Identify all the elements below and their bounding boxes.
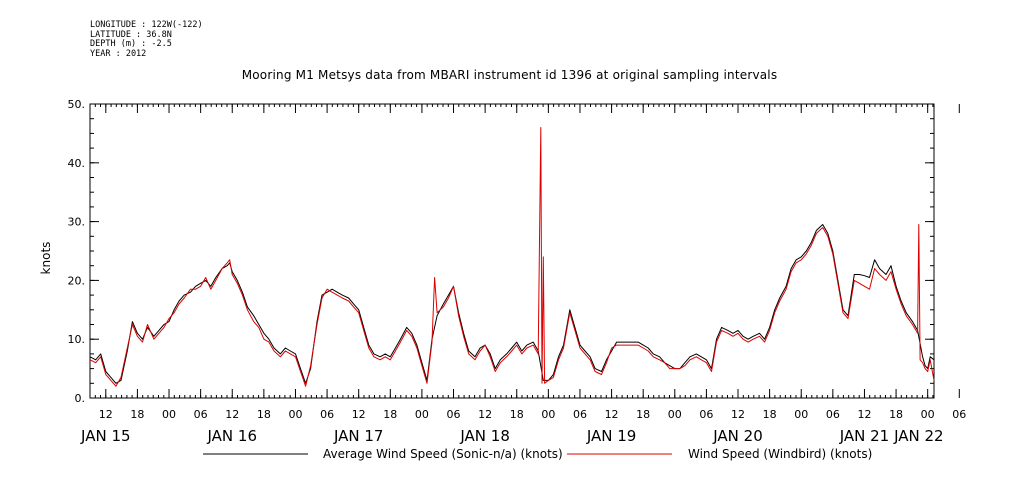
x-hour-label: 12 <box>478 408 492 421</box>
minor-ticks <box>89 103 934 399</box>
x-day-label: JAN 20 <box>712 427 763 445</box>
metadata-block: LONGITUDE : 122W(-122) LATITUDE : 36.8N … <box>90 20 203 59</box>
legend-label-windbird: Wind Speed (Windbird) (knots) <box>688 447 872 461</box>
x-hour-label: 00 <box>794 408 808 421</box>
x-hour-label: 12 <box>731 408 745 421</box>
x-day-label: JAN 17 <box>333 427 384 445</box>
series-windbird-wind-speed <box>89 127 935 387</box>
x-hour-label: 12 <box>857 408 871 421</box>
x-hour-label: 18 <box>889 408 903 421</box>
x-hour-label: 00 <box>921 408 935 421</box>
x-hour-label: 00 <box>288 408 302 421</box>
meta-depth: DEPTH (m) : -2.5 <box>90 39 172 50</box>
x-hour-label: 06 <box>826 408 840 421</box>
meta-longitude: LONGITUDE : 122W(-122) <box>90 20 203 30</box>
y-tick-label: 40. <box>68 157 86 170</box>
meta-year: YEAR : 2012 <box>90 48 147 59</box>
series-average-wind-speed <box>89 224 935 384</box>
x-hour-label: 06 <box>447 408 461 421</box>
x-hour-label: 18 <box>510 408 524 421</box>
x-hour-label: 00 <box>162 408 176 421</box>
x-hour-label: 18 <box>636 408 650 421</box>
x-day-label: JAN 15 <box>80 427 131 445</box>
meta-latitude: LATITUDE : 36.8N <box>90 29 172 40</box>
x-hour-label: 18 <box>130 408 144 421</box>
x-hour-label: 06 <box>320 408 334 421</box>
x-hour-label: 00 <box>668 408 682 421</box>
plot-frame <box>89 103 935 399</box>
x-hour-label: 06 <box>952 408 966 421</box>
x-day-label: JAN 18 <box>459 427 510 445</box>
x-hour-label: 06 <box>194 408 208 421</box>
chart-title: Mooring M1 Metsys data from MBARI instru… <box>241 68 778 82</box>
y-axis: 0. 10. 20. 30. 40. 50. <box>68 98 934 405</box>
y-tick-label: 20. <box>68 274 86 287</box>
series-layer <box>89 127 935 387</box>
x-hour-label: 06 <box>573 408 587 421</box>
x-hour-label: 00 <box>541 408 555 421</box>
y-tick-label: 50. <box>68 98 86 111</box>
y-axis-label: knots <box>39 242 53 275</box>
x-hour-label: 12 <box>352 408 366 421</box>
x-day-label: JAN 21 <box>839 427 890 445</box>
y-tick-label: 30. <box>68 216 86 229</box>
x-hour-label: 12 <box>225 408 239 421</box>
y-tick-label: 10. <box>68 333 86 346</box>
x-hour-label: 12 <box>605 408 619 421</box>
x-hour-label: 12 <box>99 408 113 421</box>
x-hour-label: 18 <box>763 408 777 421</box>
x-day-label: JAN 22 <box>893 427 944 445</box>
legend: Average Wind Speed (Sonic-n/a) (knots) W… <box>203 447 872 461</box>
x-day-label: JAN 16 <box>206 427 257 445</box>
x-day-label: JAN 19 <box>586 427 637 445</box>
x-hour-label: 18 <box>257 408 271 421</box>
y-tick-label: 0. <box>75 392 86 405</box>
legend-label-average-wind: Average Wind Speed (Sonic-n/a) (knots) <box>323 447 563 461</box>
x-hour-label: 06 <box>699 408 713 421</box>
x-hour-label: 18 <box>383 408 397 421</box>
x-axis: 12 18 00 06 12 18 00 06 12 18 00 06 12 18 00 06 12 18 00 06… <box>80 104 966 445</box>
x-hour-label: 00 <box>415 408 429 421</box>
